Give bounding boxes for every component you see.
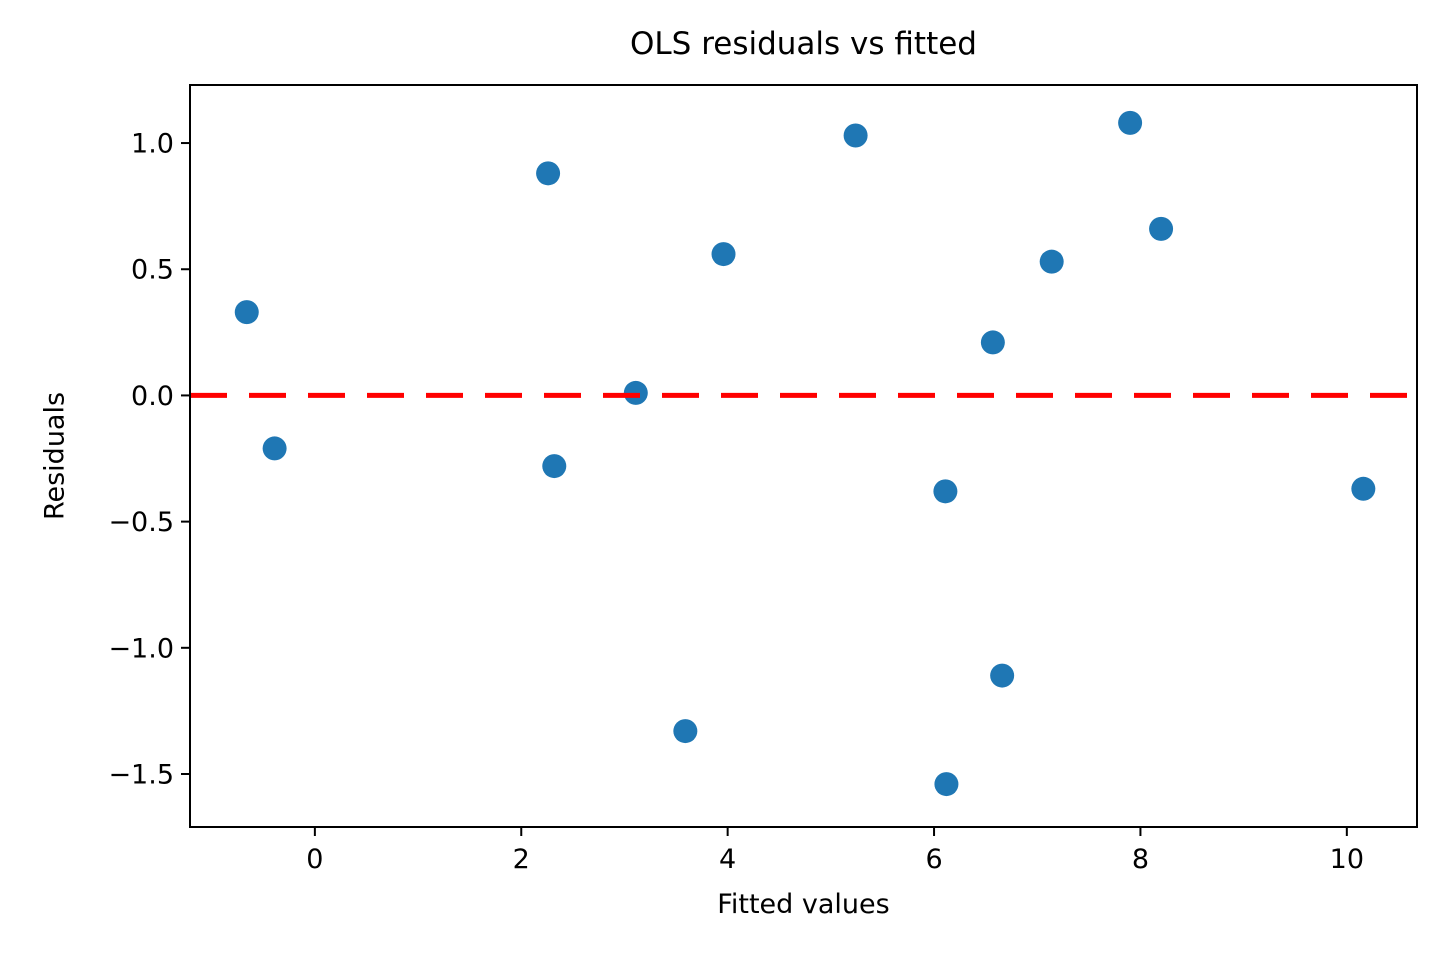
scatter-point [542, 454, 567, 479]
x-tick-label: 0 [306, 844, 323, 875]
y-tick-label: 0.5 [131, 255, 174, 286]
y-tick-label: 0.0 [131, 381, 174, 412]
y-tick-label: −1.5 [108, 760, 174, 791]
x-tick-label: 4 [719, 844, 736, 875]
scatter-point [234, 300, 259, 325]
scatter-point [843, 123, 868, 148]
scatter-point [934, 772, 959, 797]
x-axis-label: Fitted values [717, 889, 890, 920]
scatter-point [262, 436, 287, 461]
x-tick-label: 6 [925, 844, 942, 875]
scatter-point [1149, 216, 1174, 241]
scatter-point [1351, 476, 1376, 501]
scatter-point [980, 330, 1005, 355]
x-tick-label: 2 [513, 844, 530, 875]
x-tick-label: 10 [1330, 844, 1364, 875]
scatter-point [933, 479, 958, 504]
scatter-point [623, 380, 648, 405]
y-axis-label: Residuals [39, 391, 71, 521]
y-tick-label: 1.0 [131, 129, 174, 160]
x-tick-label: 8 [1132, 844, 1149, 875]
y-tick-label: −0.5 [108, 507, 174, 538]
plot-frame [189, 84, 1418, 828]
scatter-point [711, 242, 736, 267]
scatter-point [990, 663, 1015, 688]
y-tick-label: −1.0 [108, 633, 174, 664]
scatter-point [1118, 110, 1143, 135]
scatter-point [1039, 249, 1064, 274]
chart-title: OLS residuals vs fitted [630, 26, 977, 62]
scatter-point [673, 719, 698, 744]
scatter-point [536, 161, 561, 186]
